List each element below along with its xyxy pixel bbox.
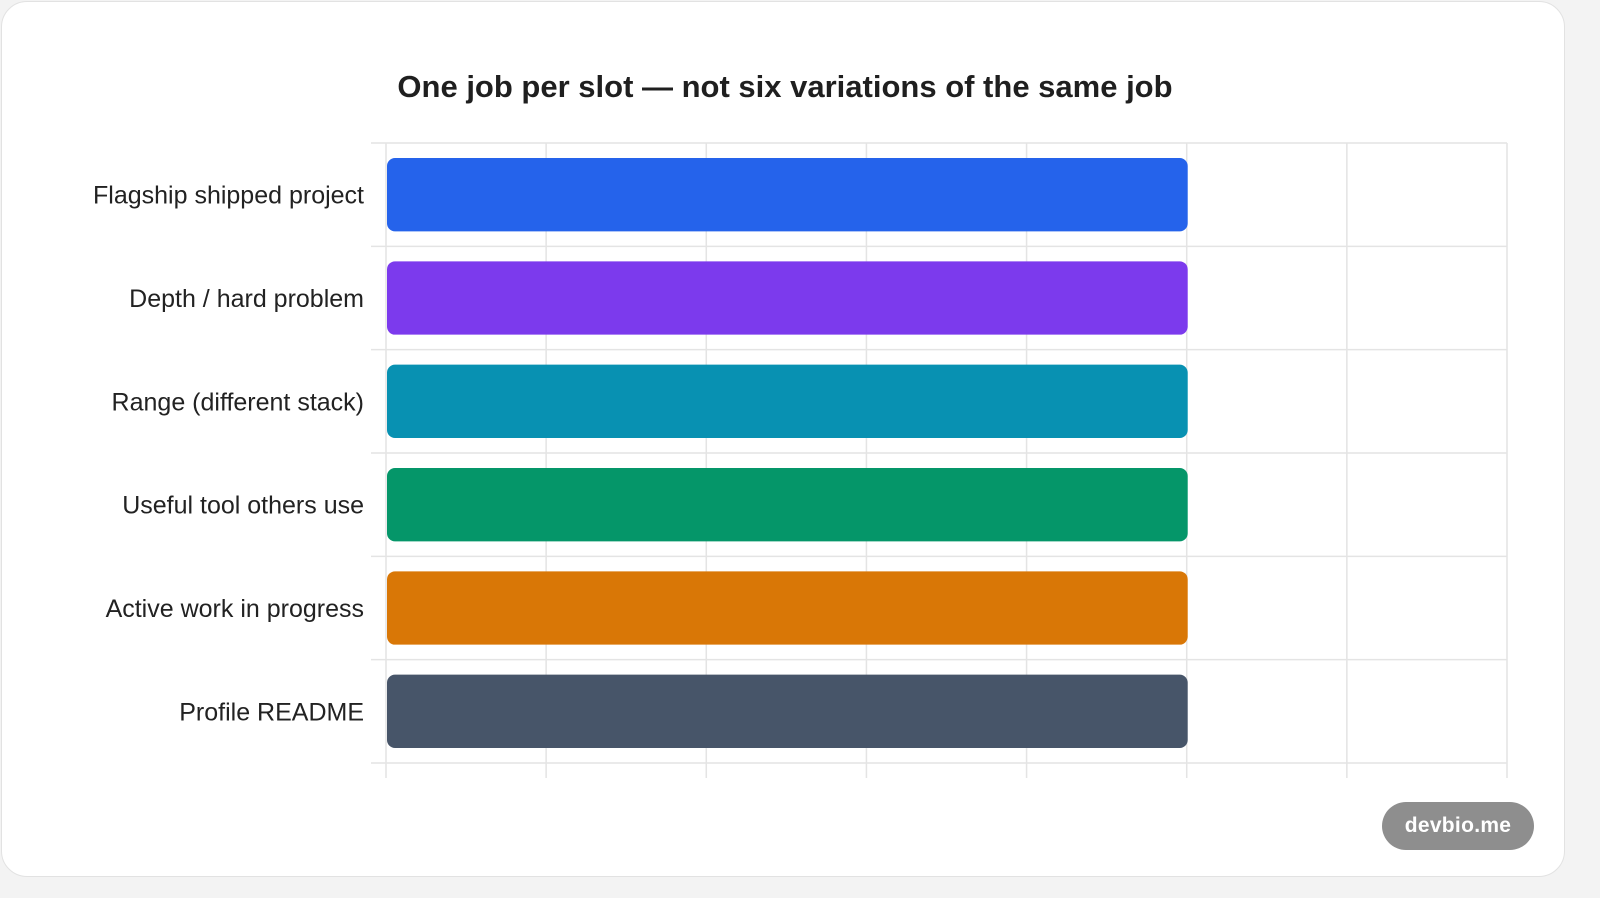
category-label: Depth / hard problem bbox=[129, 285, 364, 313]
bar bbox=[387, 158, 1188, 232]
bar bbox=[387, 674, 1188, 748]
bar bbox=[387, 468, 1188, 542]
category-label: Active work in progress bbox=[106, 595, 364, 623]
grid-layer bbox=[371, 142, 1508, 778]
chart-card: Flagship shipped project Depth / hard pro… bbox=[1, 1, 1565, 877]
category-label: Profile README bbox=[179, 698, 364, 726]
bar bbox=[387, 261, 1188, 335]
category-label: Useful tool others use bbox=[122, 492, 364, 520]
bar-chart: Flagship shipped project Depth / hard pro… bbox=[93, 69, 1508, 778]
chart-title: One job per slot — not six variations of… bbox=[397, 69, 1172, 104]
labels-layer: Flagship shipped project Depth / hard pro… bbox=[93, 182, 364, 727]
category-label: Range (different stack) bbox=[112, 388, 364, 416]
category-label: Flagship shipped project bbox=[93, 182, 364, 210]
bar bbox=[387, 364, 1188, 438]
bar bbox=[387, 571, 1188, 645]
watermark-badge[interactable]: devbio.me bbox=[1382, 802, 1534, 850]
bars-layer bbox=[387, 158, 1188, 748]
